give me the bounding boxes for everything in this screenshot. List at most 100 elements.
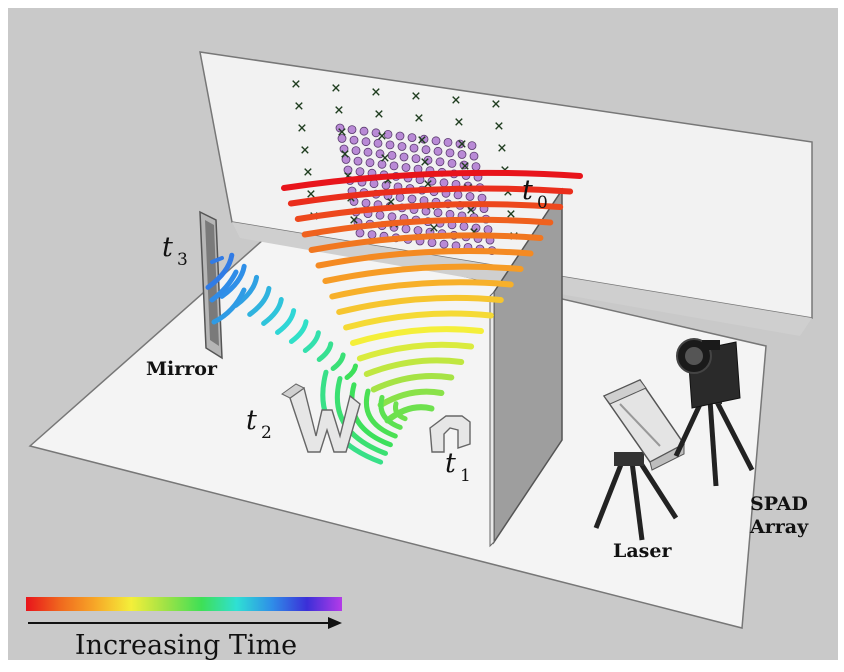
wavefront-arc xyxy=(209,269,239,303)
scan-point xyxy=(381,180,391,190)
wavefront-arc xyxy=(377,388,445,408)
scan-point xyxy=(409,143,419,153)
virtual-point-mark: × xyxy=(494,119,505,134)
wavefront-arc xyxy=(294,201,564,222)
virtual-point-mark: × xyxy=(503,185,514,200)
wavefront-arc xyxy=(302,330,321,353)
virtual-point-mark: × xyxy=(300,143,311,158)
wavefront-arc xyxy=(315,248,534,269)
scan-point xyxy=(413,226,423,235)
virtual-point-mark: × xyxy=(334,103,345,118)
wavefront-arc xyxy=(211,287,247,325)
scan-point xyxy=(445,148,455,158)
time-colorbar xyxy=(26,597,342,611)
wavefront-arc xyxy=(330,352,346,371)
scan-point xyxy=(335,123,345,133)
wavefront-arc xyxy=(350,326,484,346)
scan-point xyxy=(347,125,357,135)
scan-point xyxy=(389,161,399,171)
scan-point xyxy=(457,150,467,159)
wavefront-arc xyxy=(370,372,455,393)
wavefront-arc xyxy=(384,404,435,424)
virtual-point-mark: × xyxy=(377,129,388,144)
scan-point xyxy=(465,192,475,201)
scan-point xyxy=(401,163,411,172)
wavefront-arc xyxy=(308,232,544,253)
wavefront-arc xyxy=(261,297,284,326)
virtual-point-mark: × xyxy=(420,155,431,170)
scan-point xyxy=(363,147,373,157)
virtual-point-mark: × xyxy=(331,81,342,96)
wavefront-arc xyxy=(287,185,574,207)
wavefront-arc xyxy=(363,388,398,439)
wavefront-arc xyxy=(288,319,309,344)
virtual-point-mark: × xyxy=(297,121,308,136)
scan-point xyxy=(427,238,437,248)
colorbar-caption: Increasing Time xyxy=(75,630,297,661)
t3-subscript: 3 xyxy=(177,250,188,270)
virtual-point-mark: × xyxy=(380,151,391,166)
wavefront-arc xyxy=(219,263,247,299)
t0-label: t xyxy=(522,175,533,206)
scan-point xyxy=(419,134,429,144)
scan-point xyxy=(387,150,397,160)
scan-point xyxy=(477,193,487,203)
scan-point xyxy=(373,138,383,148)
virtual-point-mark: × xyxy=(429,221,440,236)
scan-point xyxy=(443,137,453,147)
scan-point xyxy=(439,239,449,249)
scan-point xyxy=(337,134,347,143)
wavefront-arc xyxy=(356,341,475,362)
wavefront-arc xyxy=(205,252,235,290)
t1-label: t xyxy=(445,448,456,479)
scan-point xyxy=(431,136,441,146)
scan-point xyxy=(375,149,385,159)
virtual-point-mark: × xyxy=(383,173,394,188)
scan-point xyxy=(355,228,365,238)
scan-point xyxy=(435,157,445,167)
spad-label-line1: SPAD xyxy=(750,493,808,515)
laser-device xyxy=(593,379,686,541)
scan-point xyxy=(439,178,449,188)
spad-array-device xyxy=(673,338,755,487)
scan-point xyxy=(401,224,411,234)
scan-point xyxy=(421,145,431,155)
virtual-point-mark: × xyxy=(294,99,305,114)
virtual-point-mark: × xyxy=(457,137,468,152)
scan-point xyxy=(453,190,463,200)
scan-point xyxy=(383,129,393,139)
scan-point xyxy=(343,165,353,175)
scan-point xyxy=(365,158,375,168)
scan-point xyxy=(369,179,379,189)
hidden-object-w xyxy=(281,383,361,453)
virtual-point-mark: × xyxy=(303,165,314,180)
virtual-point-mark: × xyxy=(423,177,434,192)
scan-point xyxy=(469,151,479,161)
t2-label: t xyxy=(246,405,257,436)
scan-point xyxy=(471,162,481,172)
virtual-point-mark: × xyxy=(491,97,502,112)
virtual-point-mark: × xyxy=(460,159,471,174)
scan-point xyxy=(359,126,369,136)
virtual-point-mark: × xyxy=(349,213,360,228)
time-arrow-head xyxy=(328,617,342,629)
virtual-point-mark: × xyxy=(466,203,477,218)
virtual-point-mark: × xyxy=(337,125,348,140)
scan-point xyxy=(407,133,417,143)
wavefront-arc xyxy=(349,382,393,448)
scan-point xyxy=(395,192,405,202)
wavefront-arc xyxy=(378,394,403,430)
virtual-point-mark: × xyxy=(454,115,465,130)
virtual-point-mark: × xyxy=(343,169,354,184)
scan-point xyxy=(353,156,363,166)
hidden-object-n xyxy=(429,415,471,453)
scan-point xyxy=(399,152,409,162)
scan-point xyxy=(375,210,385,220)
wavefront-arc xyxy=(329,279,514,300)
scan-point xyxy=(407,194,417,204)
scan-point xyxy=(447,158,457,168)
scan-point xyxy=(385,140,395,150)
wavefront-arc xyxy=(316,341,334,362)
t2-subscript: 2 xyxy=(261,423,272,443)
